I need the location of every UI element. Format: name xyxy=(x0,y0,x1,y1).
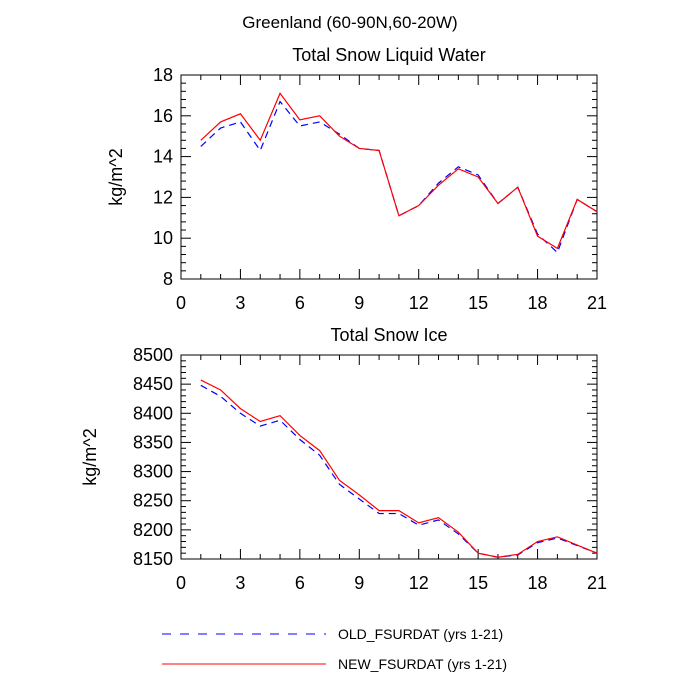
y-tick-label: 8400 xyxy=(133,403,173,423)
x-tick-label: 0 xyxy=(176,293,186,313)
y-tick-label: 16 xyxy=(153,106,173,126)
series-line-old-fsurdat xyxy=(200,100,598,254)
x-tick-label: 9 xyxy=(354,573,364,593)
y-tick-label: 8350 xyxy=(133,432,173,452)
y-axis-label: kg/m^2 xyxy=(106,148,126,205)
x-tick-label: 6 xyxy=(295,293,305,313)
y-tick-label: 8450 xyxy=(133,374,173,394)
y-tick-label: 10 xyxy=(153,228,173,248)
x-tick-label: 18 xyxy=(528,573,548,593)
x-tick-label: 21 xyxy=(587,573,607,593)
x-tick-label: 6 xyxy=(295,573,305,593)
x-tick-label: 12 xyxy=(409,293,429,313)
x-tick-label: 15 xyxy=(468,573,488,593)
x-tick-label: 21 xyxy=(587,293,607,313)
y-tick-label: 14 xyxy=(153,147,173,167)
chart-1: Total Snow Liquid Water kg/m^2 0 3 6 9 12 15 18 2… xyxy=(106,45,607,313)
chart-title: Total Snow Ice xyxy=(330,325,447,345)
legend: OLD_FSURDAT (yrs 1-21) NEW_FSURDAT (yrs 1… xyxy=(162,626,507,672)
series-line-new-fsurdat xyxy=(200,379,598,558)
y-tick-label: 8200 xyxy=(133,520,173,540)
y-tick-label: 8500 xyxy=(133,345,173,365)
y-axis-label: kg/m^2 xyxy=(80,428,100,485)
y-tick-label: 8 xyxy=(163,269,173,289)
x-tick-label: 3 xyxy=(235,293,245,313)
y-tick-label: 18 xyxy=(153,65,173,85)
x-tick-label: 15 xyxy=(468,293,488,313)
series-line-new-fsurdat xyxy=(200,92,598,250)
page-title: Greenland (60-90N,60-20W) xyxy=(242,13,457,32)
legend-label-new-fsurdat: NEW_FSURDAT (yrs 1-21) xyxy=(338,656,507,672)
legend-label-old-fsurdat: OLD_FSURDAT (yrs 1-21) xyxy=(338,626,503,642)
y-tick-label: 8150 xyxy=(133,549,173,569)
y-tick-label: 8250 xyxy=(133,491,173,511)
x-tick-label: 3 xyxy=(235,573,245,593)
x-tick-label: 18 xyxy=(528,293,548,313)
x-tick-label: 0 xyxy=(176,573,186,593)
y-tick-label: 12 xyxy=(153,187,173,207)
y-tick-label: 8300 xyxy=(133,462,173,482)
x-tick-label: 9 xyxy=(354,293,364,313)
chart-title: Total Snow Liquid Water xyxy=(292,45,485,65)
plots-area: Total Snow Liquid Water kg/m^2 0 3 6 9 12 15 18 2… xyxy=(80,45,607,593)
plot-frame xyxy=(180,74,598,280)
x-tick-label: 12 xyxy=(409,573,429,593)
chart-2: Total Snow Ice kg/m^2 0 3 6 9 12 15 18 21 8150 8200… xyxy=(80,325,607,593)
plot-frame xyxy=(180,354,598,560)
series-line-old-fsurdat xyxy=(200,384,598,558)
